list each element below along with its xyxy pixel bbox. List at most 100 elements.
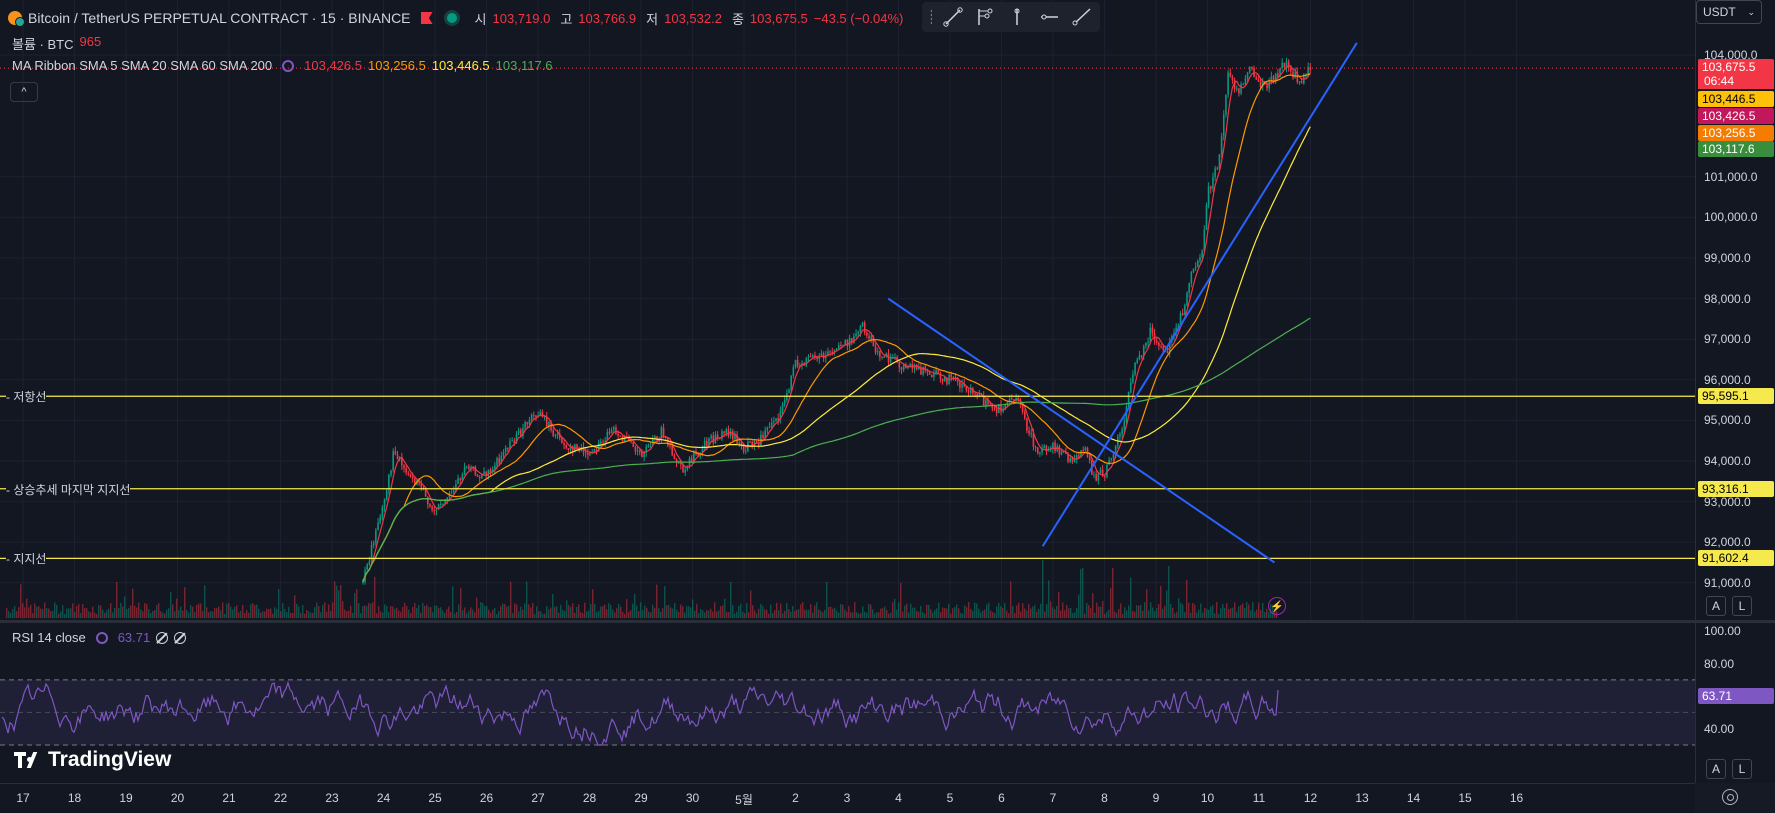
volume-bar [204,585,206,618]
level-label[interactable]: - 저항선 [6,388,47,406]
ma-ribbon-legend[interactable]: MA Ribbon SMA 5 SMA 20 SMA 60 SMA 200 10… [12,58,553,73]
volume-bar [192,606,194,618]
indicator-source-icon[interactable] [95,631,108,644]
volume-bar [1120,603,1122,618]
level-label[interactable]: - 지지선 [6,550,47,568]
volume-bar [406,606,408,618]
volume-bar [86,608,88,618]
volume-bar [152,610,154,618]
collapse-legend-button[interactable]: ^ [10,82,38,102]
drag-handle-icon[interactable] [930,9,932,25]
price-chart-canvas[interactable] [0,0,1695,620]
rsi-chart-canvas[interactable] [0,623,1695,783]
tradingview-logo[interactable]: TradingView [14,748,171,772]
ma-line-sma-5[interactable] [362,64,1311,583]
volume-bar [1250,610,1252,618]
currency-select[interactable]: USDT ⌄ [1696,0,1762,24]
trendline[interactable] [887,297,1276,564]
trendline-tool-button[interactable] [942,4,964,30]
time-tick: 2 [792,791,799,805]
candle-body [967,390,970,393]
symbol-title[interactable]: Bitcoin / TetherUS PERPETUAL CONTRACT · … [28,10,411,26]
volume-bar [586,611,588,618]
candle-body [403,465,405,469]
volume-bar [914,607,916,618]
rsi-axis[interactable]: 100.00 80.00 40.00 63.71 A L [1695,623,1775,783]
volume-bar [712,611,714,618]
volume-bar [1190,612,1192,618]
market-open-status-icon [446,13,457,23]
rsi-pane[interactable] [0,623,1695,783]
volume-bar [174,611,176,618]
candle-body [718,438,721,440]
volume-bar [1210,606,1212,618]
candle-body [381,507,384,517]
volume-bar [796,609,798,618]
lightning-alert-icon[interactable]: ⚡ [1268,597,1286,615]
volume-bar [794,611,796,618]
horizontal-ray-tool-button[interactable] [1038,4,1060,30]
volume-bar [92,606,94,618]
candle-body [703,440,706,449]
candle-body [669,445,671,447]
ray-tool-button[interactable] [1070,4,1092,30]
volume-bar [504,604,506,618]
volume-bar [542,613,544,618]
hidden-eye-icon-2[interactable] [174,631,187,644]
pane-divider[interactable] [0,620,1775,623]
volume-bar [118,608,120,618]
trendline[interactable] [1041,42,1358,547]
ma-line-sma-20[interactable] [362,73,1311,583]
candle-body [556,433,559,436]
volume-bar [746,603,748,618]
volume-bar [1248,604,1250,618]
price-axis[interactable]: USDT ⌄ 104,000.0 101,000.0 100,000.0 99,000… [1695,0,1775,620]
volume-bar [902,611,904,618]
volume-bar [220,610,222,618]
volume-bar [476,597,478,618]
ma-line-sma-200[interactable] [362,317,1311,583]
volume-bar [232,609,234,618]
trendline-icon [943,7,963,27]
volume-bar [644,605,646,618]
time-tick: 23 [325,791,339,805]
volume-bar [424,605,426,618]
time-axis[interactable]: 17 18 19 20 21 22 23 24 25 26 27 28 29 30 5월 2 3 4 5 6 7 8 9 10… [0,783,1695,813]
volume-bar [588,610,590,618]
volume-bar [122,606,124,618]
rsi-legend[interactable]: RSI 14 close 63.71 [12,630,187,645]
log-scale-button[interactable]: L [1732,596,1752,616]
fib-tool-button[interactable] [974,4,996,30]
settings-gear-icon[interactable] [1722,789,1738,805]
level-label[interactable]: - 상승추세 마지막 지지선 [6,480,131,498]
candle-body [989,404,991,406]
volume-bar [1078,594,1080,618]
candle-body [1268,81,1270,89]
candle-body [660,427,663,441]
volume-bar [1028,604,1030,618]
candle-body [526,422,529,425]
main-chart-pane[interactable] [0,0,1695,620]
auto-scale-button[interactable]: A [1706,596,1726,616]
indicator-source-icon[interactable] [282,59,295,72]
flag-icon[interactable] [420,12,433,24]
hidden-eye-icon[interactable] [156,631,169,644]
volume-bar [838,612,840,618]
vertical-line-tool-button[interactable] [1006,4,1028,30]
candle-body [1039,452,1041,454]
rsi-auto-scale-button[interactable]: A [1706,759,1726,779]
volume-legend[interactable]: 볼륨 · BTC 965 [12,34,101,53]
rsi-line[interactable] [1,680,1279,746]
volume-bar [258,608,260,618]
rsi-log-scale-button[interactable]: L [1732,759,1752,779]
candle-body [1088,457,1091,461]
volume-bar [1172,607,1174,618]
ma-line-sma-60[interactable] [362,126,1311,583]
volume-bar [432,612,434,618]
candle-body [995,408,998,414]
volume-bar [544,613,546,618]
volume-bar [824,609,826,618]
candle-body [502,452,505,456]
candle-body [1071,458,1074,462]
volume-bar [384,604,386,618]
